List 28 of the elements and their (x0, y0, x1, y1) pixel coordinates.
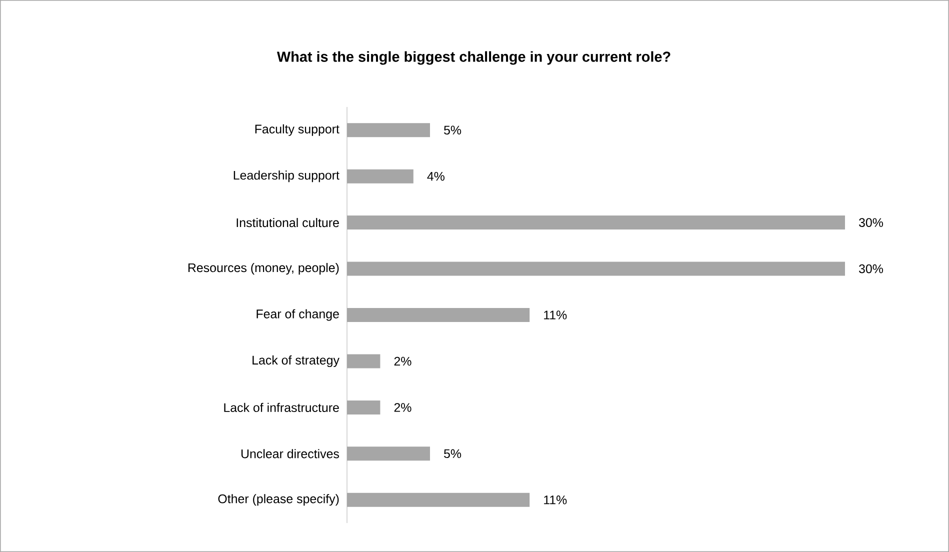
data-label: 30% (858, 264, 883, 274)
bar (347, 446, 430, 461)
y-tick-label: Other (please specify) (218, 494, 339, 506)
y-tick-label: Lack of infrastructure (224, 402, 339, 412)
data-label: 11% (544, 310, 567, 320)
y-tick-label: Fear of change (256, 309, 339, 321)
data-label: 11% (544, 496, 567, 504)
y-tick-label: Faculty support (255, 124, 340, 136)
bar (347, 262, 846, 276)
bar (347, 400, 380, 414)
data-label: 2% (394, 403, 412, 412)
data-label: 30% (858, 218, 883, 227)
data-label: 5% (444, 449, 462, 458)
y-tick-label: Resources (money, people) (188, 262, 339, 275)
data-label: 2% (394, 356, 412, 366)
y-tick-label: Unclear directives (241, 449, 340, 458)
bar (347, 169, 414, 184)
bar (347, 216, 846, 230)
y-tick-label: Leadership support (234, 170, 340, 182)
bar (347, 492, 530, 507)
bar (347, 354, 380, 368)
y-tick-label: Lack of strategy (252, 355, 340, 368)
y-tick-label: Institutional culture (236, 218, 339, 228)
data-label: 4% (427, 172, 444, 181)
chart-title: What is the single biggest challenge in your current role? (276, 51, 670, 65)
data-label: 5% (444, 126, 462, 134)
bar (347, 123, 430, 138)
bar (347, 308, 530, 322)
